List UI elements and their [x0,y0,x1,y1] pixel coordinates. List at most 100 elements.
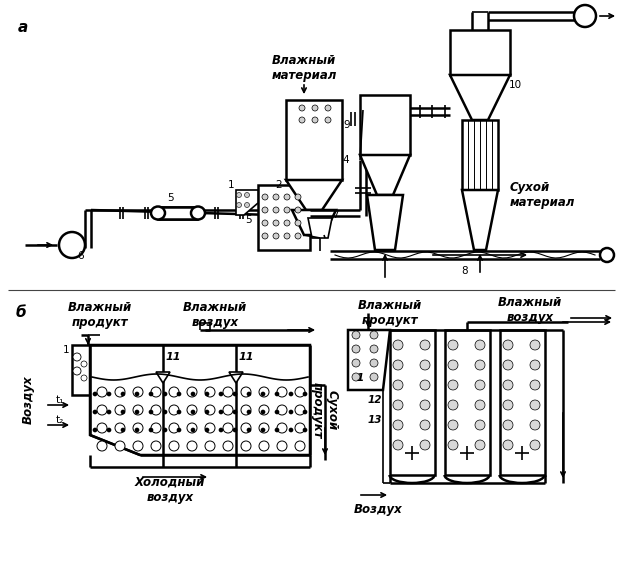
Circle shape [295,194,301,200]
Circle shape [262,207,268,213]
Circle shape [277,441,287,451]
Circle shape [115,405,125,415]
Circle shape [122,410,125,414]
Circle shape [290,392,293,395]
Polygon shape [360,155,410,195]
Circle shape [284,233,290,239]
Circle shape [223,423,233,433]
Circle shape [600,248,614,262]
Circle shape [151,387,161,397]
Circle shape [133,387,143,397]
Circle shape [448,360,458,370]
Circle shape [393,440,403,450]
Text: 2: 2 [276,180,282,190]
Text: 8: 8 [462,266,469,276]
Circle shape [295,423,305,433]
Circle shape [187,441,197,451]
Circle shape [205,410,208,414]
Circle shape [295,441,305,451]
Circle shape [150,392,152,395]
Text: Воздух: Воздух [21,376,34,424]
Circle shape [248,410,250,414]
Text: Влажный
продукт: Влажный продукт [358,299,422,327]
Circle shape [150,410,152,414]
Circle shape [97,405,107,415]
Circle shape [241,441,251,451]
Circle shape [273,220,279,226]
Circle shape [220,410,223,414]
Circle shape [530,420,540,430]
Text: Сухой
материал: Сухой материал [510,181,575,209]
Circle shape [530,340,540,350]
Circle shape [135,429,139,432]
Circle shape [135,392,139,395]
Circle shape [94,392,97,395]
Circle shape [530,360,540,370]
Circle shape [574,5,596,27]
Circle shape [205,387,215,397]
Circle shape [261,392,265,395]
Circle shape [205,405,215,415]
Circle shape [530,400,540,410]
Circle shape [169,387,179,397]
Text: 7: 7 [332,210,338,220]
Circle shape [205,441,215,451]
Circle shape [503,400,513,410]
Bar [158,207,198,220]
Circle shape [97,387,107,397]
Circle shape [312,105,318,111]
Circle shape [261,410,265,414]
Circle shape [133,441,143,451]
Circle shape [503,420,513,430]
Circle shape [81,361,87,367]
Circle shape [220,392,223,395]
Circle shape [187,423,197,433]
Circle shape [135,410,139,414]
Circle shape [223,387,233,397]
Circle shape [248,429,250,432]
Circle shape [241,387,251,397]
Circle shape [475,440,485,450]
Circle shape [303,429,306,432]
Circle shape [262,233,268,239]
Circle shape [73,353,81,361]
Circle shape [475,360,485,370]
Circle shape [259,387,269,397]
Text: Воздух: Воздух [354,504,402,516]
Circle shape [503,360,513,370]
Circle shape [261,429,265,432]
Polygon shape [360,95,410,155]
Circle shape [151,423,161,433]
Circle shape [81,375,87,381]
Circle shape [503,440,513,450]
Circle shape [233,410,236,414]
Circle shape [187,387,197,397]
Circle shape [205,423,215,433]
Text: 5: 5 [167,193,173,203]
Polygon shape [450,75,510,120]
Circle shape [233,429,236,432]
Circle shape [59,232,85,258]
Circle shape [248,392,250,395]
Circle shape [448,380,458,390]
Text: t₂: t₂ [56,415,64,425]
Circle shape [223,405,233,415]
Circle shape [295,220,301,226]
Polygon shape [236,190,258,215]
Circle shape [245,203,250,208]
Circle shape [122,429,125,432]
Text: Холодный
воздух: Холодный воздух [135,476,205,504]
Polygon shape [292,210,336,235]
Circle shape [299,117,305,123]
Circle shape [284,220,290,226]
Circle shape [530,440,540,450]
Circle shape [325,105,331,111]
Circle shape [97,423,107,433]
Circle shape [303,392,306,395]
Text: Влажный
воздух: Влажный воздух [183,301,247,329]
Circle shape [273,233,279,239]
Polygon shape [156,372,170,383]
Circle shape [284,207,290,213]
Circle shape [393,380,403,390]
Circle shape [276,410,278,414]
